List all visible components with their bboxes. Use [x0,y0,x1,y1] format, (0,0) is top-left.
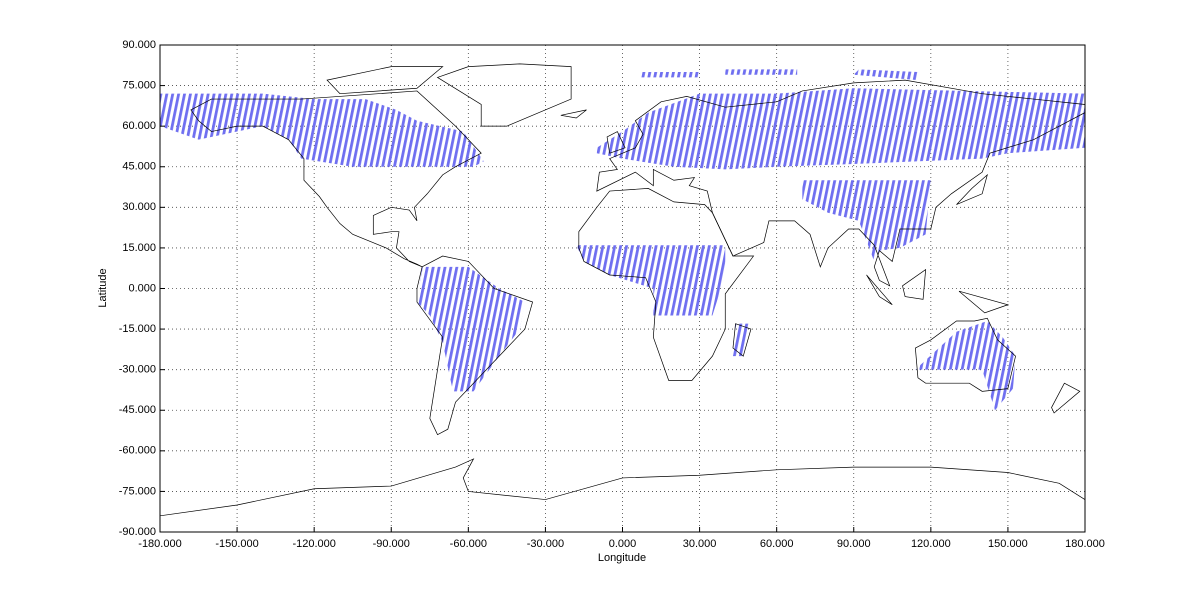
y-tick-label: 15.000 [122,242,156,254]
x-tick-label: 0.000 [609,538,637,550]
x-tick-label: -150.000 [215,538,258,550]
y-tick-label: 45.000 [122,161,156,173]
x-tick-label: 150.000 [988,538,1028,550]
x-tick-label: -60.000 [450,538,487,550]
geography [160,64,1085,516]
y-tick-label: 60.000 [122,120,156,132]
x-tick-label: 30.000 [683,538,717,550]
y-tick-label: -30.000 [119,364,156,376]
y-axis-label: Latitude [97,268,109,307]
y-tick-label: 30.000 [122,201,156,213]
x-axis-label: Longitude [598,552,646,564]
y-tick-label: -90.000 [119,526,156,538]
x-tick-label: -90.000 [373,538,410,550]
y-tick-label: 75.000 [122,79,156,91]
y-tick-label: -60.000 [119,445,156,457]
y-tick-label: -45.000 [119,404,156,416]
x-tick-label: 60.000 [760,538,794,550]
swaths [160,69,1085,411]
y-tick-label: -15.000 [119,323,156,335]
x-tick-label: -120.000 [292,538,335,550]
x-tick-label: 90.000 [837,538,871,550]
x-tick-label: -180.000 [138,538,181,550]
y-tick-label: 0.000 [128,282,156,294]
y-tick-label: 90.000 [122,39,156,51]
x-tick-label: -30.000 [527,538,564,550]
y-tick-label: -75.000 [119,485,156,497]
coastlines [160,64,1085,516]
x-tick-label: 120.000 [911,538,951,550]
x-tick-label: 180.000 [1065,538,1105,550]
